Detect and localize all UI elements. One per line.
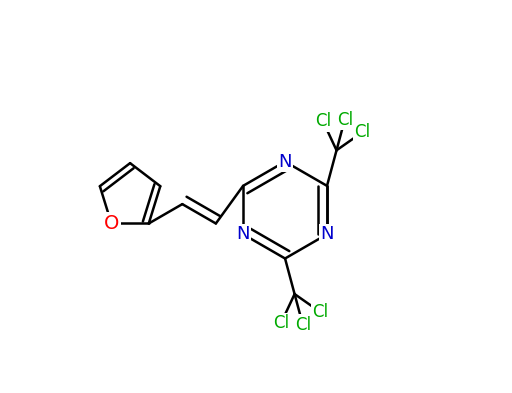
Text: Cl: Cl	[337, 110, 353, 129]
Text: Cl: Cl	[315, 112, 331, 130]
Text: N: N	[237, 225, 250, 243]
Text: N: N	[320, 225, 334, 243]
Text: Cl: Cl	[354, 123, 371, 141]
Text: Cl: Cl	[273, 314, 289, 332]
Text: Cl: Cl	[295, 316, 311, 334]
Text: Cl: Cl	[312, 303, 329, 321]
Text: N: N	[279, 152, 292, 171]
Text: O: O	[104, 214, 119, 233]
